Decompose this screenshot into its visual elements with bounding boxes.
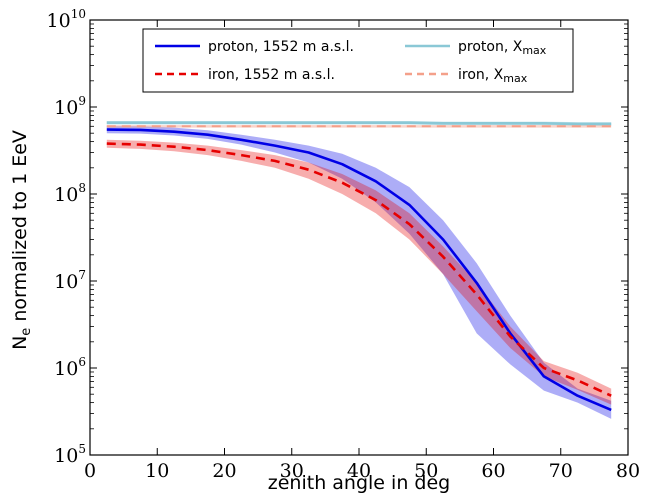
legend-label-iron-xmax: iron, Xmax bbox=[458, 67, 528, 85]
x-tick-label: 70 bbox=[549, 460, 573, 482]
legend-label-iron-xmax-sub: max bbox=[503, 72, 527, 85]
legend-label-proton: proton, 1552 m a.s.l. bbox=[208, 39, 354, 55]
line-series-2 bbox=[106, 121, 612, 126]
y-tick-label-exponent: 6 bbox=[78, 355, 86, 369]
legend-box bbox=[142, 28, 574, 93]
y-tick-label-base: 10 bbox=[54, 97, 78, 119]
y-tick-label: 109 bbox=[54, 94, 86, 119]
x-tick-labels: 0 10 20 30 40 50 60 70 80 bbox=[84, 460, 640, 482]
y-tick-label: 107 bbox=[54, 268, 86, 293]
legend-label-proton-xmax-main: proton, X bbox=[458, 39, 523, 55]
line-series-0 bbox=[106, 128, 612, 412]
x-tick-label: 20 bbox=[212, 460, 236, 482]
axis-ticks bbox=[89, 19, 629, 456]
y-tick-label-base: 10 bbox=[54, 358, 78, 380]
y-tick-label-base: 10 bbox=[54, 271, 78, 293]
y-tick-label: 105 bbox=[54, 442, 86, 467]
y-tick-label-exponent: 5 bbox=[78, 442, 86, 456]
legend-label-iron-xmax-main: iron, X bbox=[458, 67, 504, 83]
band-series-0 bbox=[106, 126, 612, 419]
x-tick-label: 80 bbox=[616, 460, 640, 482]
x-tick-label: 0 bbox=[84, 460, 96, 482]
x-tick-label: 40 bbox=[347, 460, 371, 482]
y-tick-label: 108 bbox=[54, 181, 86, 206]
x-tick-label: 30 bbox=[280, 460, 304, 482]
y-axis-title-sub: e bbox=[19, 328, 34, 336]
y-tick-label-exponent: 7 bbox=[78, 268, 86, 282]
y-tick-label-exponent: 8 bbox=[78, 181, 86, 195]
error-bands bbox=[106, 121, 612, 419]
y-axis-title-main: N bbox=[9, 336, 31, 350]
legend-label-proton-xmax-sub: max bbox=[522, 44, 546, 57]
y-tick-label: 106 bbox=[54, 355, 86, 380]
line-series-1 bbox=[106, 142, 612, 397]
y-tick-label-base: 10 bbox=[54, 184, 78, 206]
y-tick-label-exponent: 10 bbox=[71, 7, 86, 21]
x-axis-title: zenith angle in deg bbox=[268, 472, 450, 494]
x-tick-label: 60 bbox=[481, 460, 505, 482]
y-axis-title-rest: normalized to 1 EeV bbox=[9, 130, 31, 328]
y-tick-label: 1010 bbox=[47, 7, 86, 32]
x-tick-label: 50 bbox=[414, 460, 438, 482]
y-tick-label-exponent: 9 bbox=[78, 94, 86, 108]
y-tick-label-base: 10 bbox=[47, 10, 71, 32]
legend: proton, 1552 m a.s.l. iron, 1552 m a.s.l… bbox=[142, 28, 574, 93]
legend-label-proton-xmax: proton, Xmax bbox=[458, 39, 547, 57]
series-lines bbox=[106, 121, 612, 412]
legend-label-iron: iron, 1552 m a.s.l. bbox=[208, 67, 335, 83]
y-tick-label-base: 10 bbox=[54, 445, 78, 467]
x-tick-label: 10 bbox=[145, 460, 169, 482]
y-axis-title: Ne normalized to 1 EeV bbox=[9, 130, 34, 350]
